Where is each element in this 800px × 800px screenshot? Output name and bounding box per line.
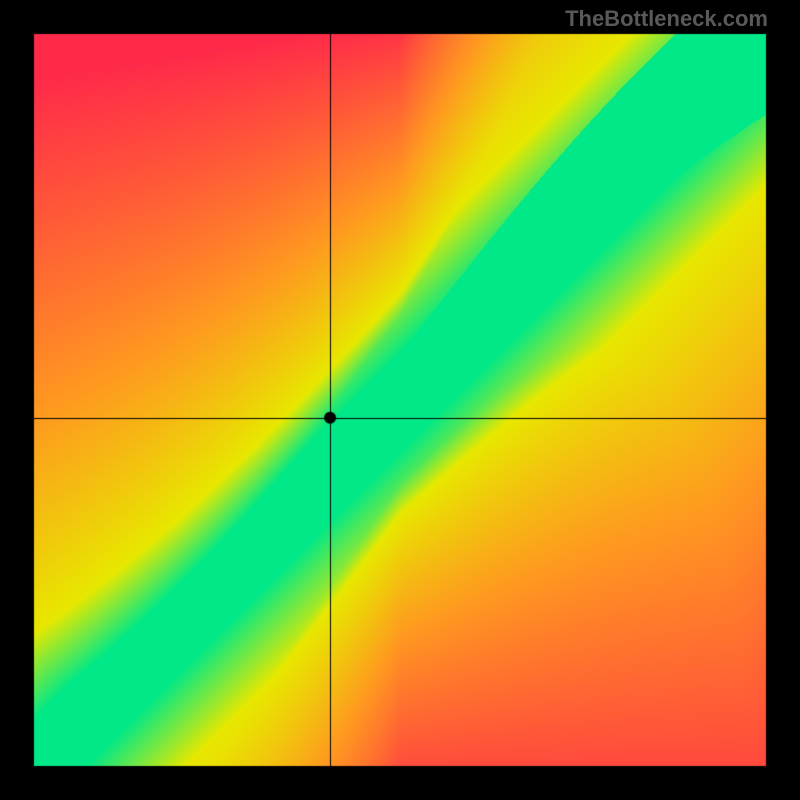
watermark-text: TheBottleneck.com (565, 6, 768, 32)
chart-container: { "watermark": { "text": "TheBottleneck.… (0, 0, 800, 800)
bottleneck-heatmap (0, 0, 800, 800)
